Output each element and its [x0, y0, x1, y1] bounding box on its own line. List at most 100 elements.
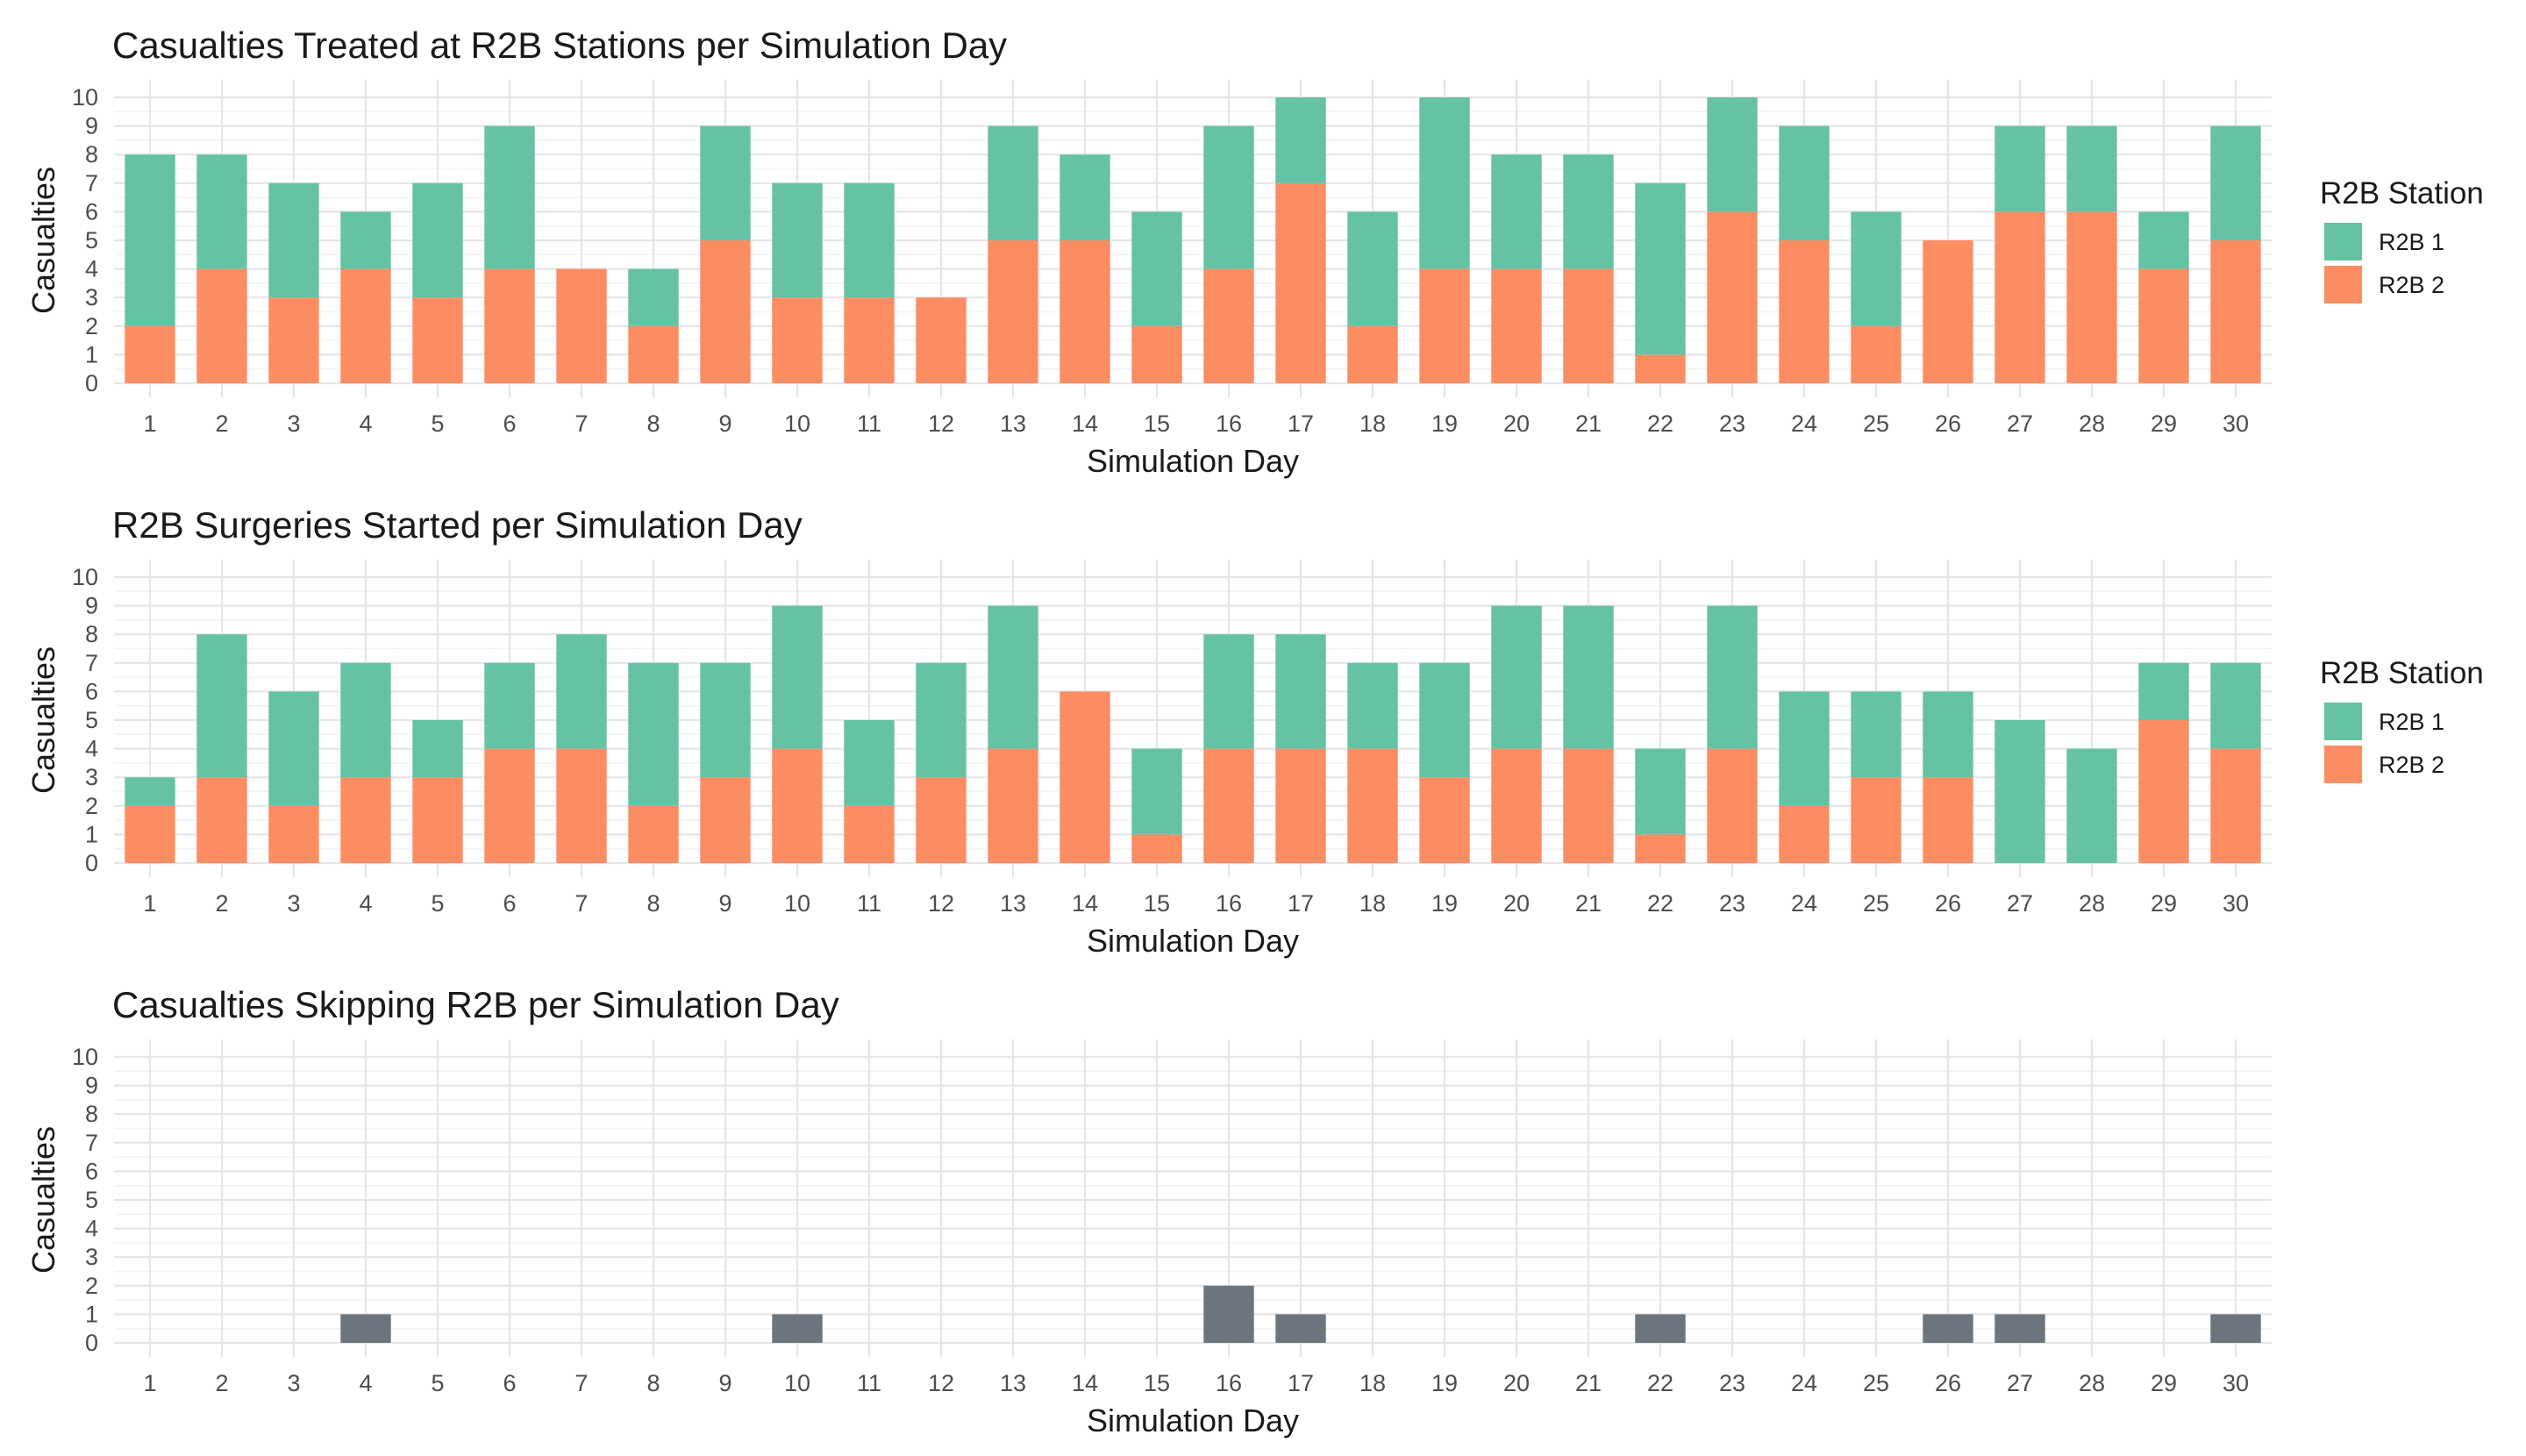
bar-skipped-day-4 [340, 1314, 391, 1343]
bar-r2b-2-day-1 [125, 325, 175, 383]
bar-r2b-1-day-30 [2210, 662, 2261, 749]
x-tick-label: 20 [1503, 410, 1530, 437]
x-tick-label: 12 [928, 890, 954, 917]
bar-skipped-day-30 [2210, 1314, 2261, 1343]
bar-r2b-1-day-6 [484, 125, 535, 269]
bar-r2b-1-day-18 [1347, 211, 1398, 326]
bar-skipped-day-17 [1275, 1314, 1326, 1343]
x-tick-label: 29 [2151, 890, 2177, 917]
x-tick-label: 26 [1935, 890, 1961, 917]
bar-r2b-2-day-29 [2138, 268, 2189, 383]
x-tick-label: 18 [1359, 890, 1386, 917]
x-tick-label: 30 [2223, 890, 2249, 917]
legend-swatch-r2b-1 [2324, 223, 2362, 261]
bar-r2b-2-day-25 [1851, 777, 1902, 863]
x-tick-label: 5 [431, 890, 444, 917]
y-tick-label: 6 [85, 1158, 98, 1184]
x-tick-label: 25 [1863, 410, 1889, 437]
bar-r2b-2-day-3 [268, 805, 319, 863]
y-tick-label: 7 [85, 170, 98, 196]
x-tick-label: 29 [2151, 1370, 2177, 1396]
bar-r2b-1-day-21 [1563, 154, 1614, 269]
bar-r2b-2-day-12 [916, 777, 967, 863]
x-tick-label: 29 [2151, 410, 2177, 437]
legend-swatch-r2b-1 [2324, 703, 2362, 740]
bar-r2b-2-day-10 [772, 748, 823, 863]
y-tick-label: 3 [85, 1244, 98, 1270]
bar-r2b-2-day-20 [1491, 268, 1542, 383]
x-tick-label: 3 [287, 410, 300, 437]
x-tick-label: 19 [1431, 410, 1458, 437]
x-tick-label: 26 [1935, 1370, 1961, 1396]
y-tick-label: 9 [85, 593, 98, 619]
bar-r2b-2-day-9 [700, 777, 751, 863]
legend-label: R2B 2 [2379, 752, 2444, 778]
y-tick-label: 0 [85, 1330, 98, 1356]
x-tick-label: 6 [503, 1370, 516, 1396]
bar-r2b-1-day-25 [1851, 691, 1902, 778]
bar-r2b-1-day-9 [700, 125, 751, 240]
y-tick-label: 9 [85, 113, 98, 139]
bar-r2b-1-day-28 [2066, 125, 2117, 212]
y-tick-label: 9 [85, 1073, 98, 1099]
y-tick-label: 0 [85, 850, 98, 876]
bar-r2b-2-day-7 [556, 268, 607, 383]
bar-r2b-2-day-16 [1203, 748, 1254, 863]
y-tick-label: 7 [85, 1130, 98, 1156]
bar-r2b-2-day-8 [628, 805, 679, 863]
bar-r2b-1-day-7 [556, 634, 607, 749]
x-tick-label: 14 [1072, 410, 1098, 437]
bar-r2b-1-day-11 [844, 720, 895, 806]
x-tick-label: 15 [1144, 410, 1170, 437]
x-tick-label: 24 [1791, 1370, 1817, 1396]
y-tick-label: 4 [85, 736, 98, 762]
bar-r2b-1-day-16 [1203, 634, 1254, 749]
bar-r2b-2-day-13 [988, 748, 1038, 863]
x-tick-label: 9 [718, 1370, 731, 1396]
x-tick-label: 22 [1647, 410, 1673, 437]
x-axis-title: Simulation Day [1087, 443, 1299, 479]
bar-r2b-2-day-3 [268, 297, 319, 383]
bar-r2b-1-day-27 [1994, 125, 2045, 212]
x-tick-label: 28 [2079, 1370, 2105, 1396]
bar-r2b-2-day-20 [1491, 748, 1542, 863]
bar-r2b-1-day-13 [988, 605, 1038, 749]
y-tick-label: 4 [85, 1216, 98, 1242]
x-tick-label: 7 [574, 410, 588, 437]
y-tick-label: 10 [72, 564, 98, 590]
x-tick-label: 24 [1791, 890, 1817, 917]
bar-r2b-2-day-7 [556, 748, 607, 863]
bar-r2b-2-day-15 [1131, 834, 1182, 863]
x-tick-label: 17 [1288, 890, 1314, 917]
x-tick-label: 11 [857, 410, 881, 437]
y-tick-label: 8 [85, 1101, 98, 1127]
x-tick-label: 11 [857, 1370, 881, 1396]
bar-r2b-2-day-9 [700, 240, 751, 383]
bar-r2b-1-day-14 [1060, 154, 1110, 240]
bar-r2b-2-day-17 [1275, 182, 1326, 383]
bar-r2b-1-day-5 [412, 720, 463, 778]
bar-r2b-1-day-11 [844, 182, 895, 298]
bar-skipped-day-22 [1635, 1314, 1686, 1343]
x-tick-label: 2 [215, 1370, 228, 1396]
y-tick-label: 1 [85, 341, 98, 368]
x-tick-label: 1 [143, 1370, 156, 1396]
x-tick-label: 8 [646, 890, 660, 917]
x-tick-label: 9 [718, 890, 731, 917]
bar-r2b-2-day-2 [196, 777, 247, 863]
bar-r2b-1-day-3 [268, 691, 319, 806]
x-tick-label: 1 [143, 890, 156, 917]
x-tick-label: 2 [215, 890, 228, 917]
bar-r2b-2-day-30 [2210, 240, 2261, 383]
x-tick-label: 4 [359, 1370, 372, 1396]
y-tick-label: 2 [85, 313, 98, 339]
bar-r2b-2-day-28 [2066, 211, 2117, 383]
bar-r2b-2-day-26 [1923, 240, 1973, 383]
bar-r2b-1-day-27 [1994, 720, 2045, 863]
x-tick-label: 13 [1000, 410, 1026, 437]
bar-r2b-2-day-11 [844, 297, 895, 383]
legend-label: R2B 2 [2379, 272, 2444, 298]
